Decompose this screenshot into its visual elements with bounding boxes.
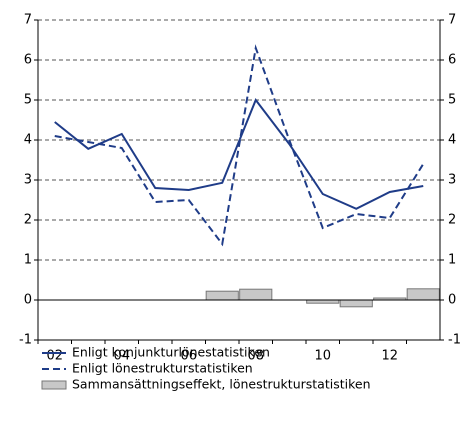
y-tick-label: 4: [24, 133, 32, 148]
x-tick-label: 08: [247, 349, 264, 364]
y-tick-label: 3: [24, 173, 32, 188]
y-tick-label: -1: [19, 333, 32, 348]
y2-tick-label: 2: [448, 213, 456, 228]
y-tick-label: 2: [24, 213, 32, 228]
x-tick-label: 06: [180, 349, 197, 364]
x-tick-label: 10: [314, 349, 331, 364]
y2-tick-label: 3: [448, 173, 456, 188]
x-tick-label: 04: [113, 349, 130, 364]
y2-tick-label: 6: [448, 53, 456, 68]
y-tick-label: 6: [24, 53, 32, 68]
legend-swatch: [41, 380, 67, 390]
y2-tick-label: 7: [448, 13, 456, 28]
x-tick-label: 12: [381, 349, 398, 364]
line: [54, 44, 425, 247]
bar: [239, 288, 273, 301]
line: [54, 97, 424, 210]
legend-label: Enligt lönestrukturstatistiken: [72, 361, 253, 376]
y-tick-label: 0: [24, 293, 32, 308]
bar: [205, 290, 239, 301]
y2-tick-label: 5: [448, 93, 456, 108]
y-tick-label: 1: [24, 253, 32, 268]
legend-label: Sammansättningseffekt, lönestrukturstati…: [72, 377, 371, 392]
y-tick-label: 5: [24, 93, 32, 108]
y2-tick-label: 1: [448, 253, 456, 268]
y2-tick-label: 4: [448, 133, 456, 148]
y2-tick-label: -1: [448, 333, 461, 348]
bar: [339, 299, 373, 308]
x-tick-label: 02: [46, 349, 63, 364]
bar: [406, 288, 440, 301]
y-tick-label: 7: [24, 13, 32, 28]
y2-tick-label: 0: [448, 293, 456, 308]
legend-label: Enligt konjunkturlönestatistiken: [72, 345, 270, 360]
